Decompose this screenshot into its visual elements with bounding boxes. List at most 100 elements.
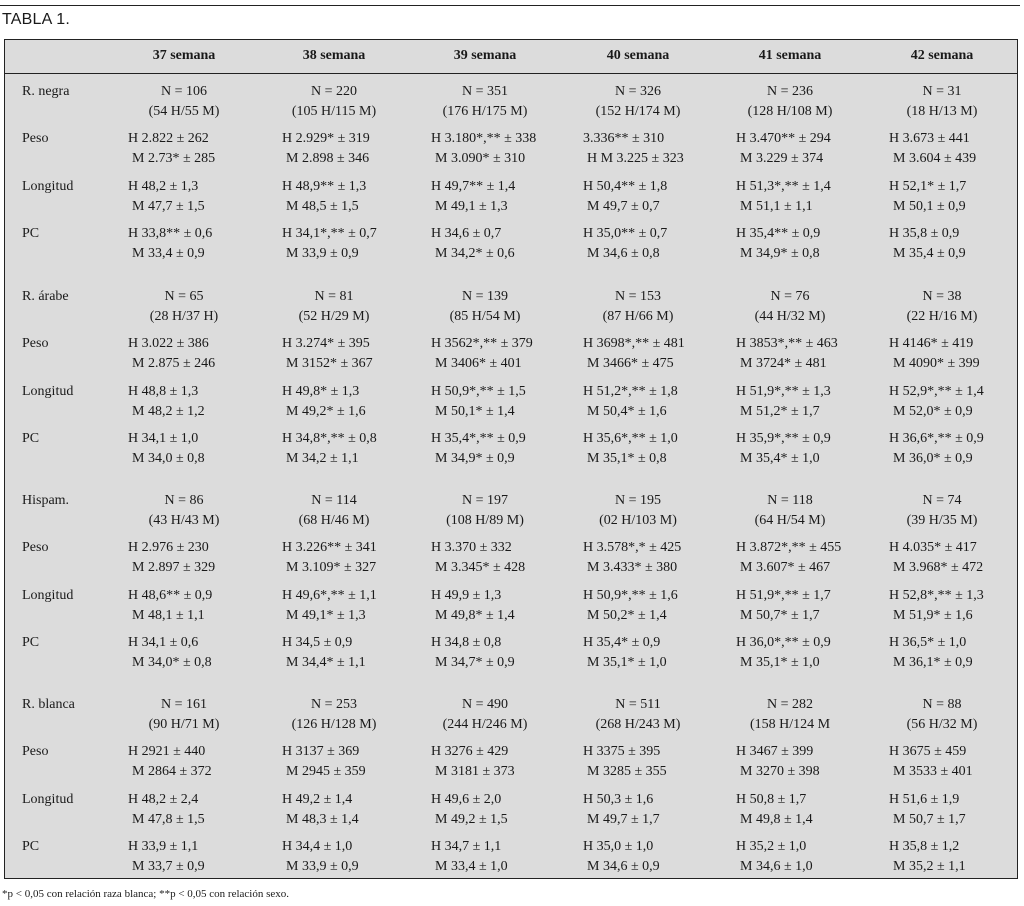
male-value: H 35,8 ± 0,9 [889,226,960,241]
female-value: M 50,1 ± 0,9 [893,199,966,214]
male-value: H 34,1*,** ± 0,7 [282,226,377,241]
female-value: M 34,9* ± 0,9 [435,451,515,466]
female-value: M 34,2 ± 1,1 [286,451,359,466]
male-value: H 52,9*,** ± 1,4 [889,384,984,399]
male-value: H 4.035* ± 417 [889,540,977,555]
male-value: H 3.370 ± 332 [431,540,512,555]
row-label: PC [22,635,40,650]
female-value: M 2.73* ± 285 [132,151,216,166]
row-label: PC [22,226,40,241]
female-value: M 33,4 ± 1,0 [435,859,508,874]
group-sex-split: (02 H/103 M) [599,513,677,528]
male-value: H 3.180*,** ± 338 [431,131,537,146]
group-sex-split: (105 H/115 M) [291,104,377,119]
male-value: H 49,6 ± 2,0 [431,792,502,807]
male-value: H 3276 ± 429 [431,744,509,759]
female-value: M 33,4 ± 0,9 [132,246,205,261]
group-n-count: N = 161 [160,697,207,712]
female-value: M 35,4 ± 0,9 [893,246,966,261]
group-sex-split: (87 H/66 M) [602,309,674,324]
female-value: M 3.607* ± 467 [740,560,831,575]
group-label: R. árabe [22,289,69,304]
group-sex-split: (126 H/128 M) [291,717,377,732]
male-value: H 49,7** ± 1,4 [431,179,516,194]
male-value: H 51,3*,** ± 1,4 [736,179,831,194]
group-n-count: N = 139 [461,289,508,304]
male-value: H 33,8** ± 0,6 [128,226,213,241]
male-value: H 48,2 ± 2,4 [128,792,199,807]
female-value: M 3.968* ± 472 [893,560,984,575]
male-value: H 3675 ± 459 [889,744,967,759]
female-value: M 3181 ± 373 [435,764,515,779]
female-value: M 51,1 ± 1,1 [740,199,813,214]
female-value: M 49,8 ± 1,4 [740,812,813,827]
group-sex-split: (64 H/54 M) [754,513,826,528]
top-rule [0,5,1020,6]
group-n-count: N = 195 [614,493,661,508]
row-label: Peso [22,540,49,555]
group-sex-split: (44 H/32 M) [754,309,826,324]
group-sex-split: (268 H/243 M) [595,717,681,732]
male-value: H 50,8 ± 1,7 [736,792,807,807]
male-value: H 50,9*,** ± 1,6 [583,588,678,603]
female-value: M 34,7* ± 0,9 [435,655,515,670]
female-value: M 51,9* ± 1,6 [893,608,973,623]
female-value: M 35,1* ± 0,8 [587,451,667,466]
female-value: M 3.109* ± 327 [286,560,377,575]
group-n-count: N = 253 [310,697,357,712]
group-n-count: N = 114 [311,493,357,508]
female-value: M 34,0* ± 0,8 [132,655,212,670]
female-value: M 34,0 ± 0,8 [132,451,205,466]
group-n-count: N = 106 [160,84,207,99]
row-label: Longitud [22,588,74,603]
male-value: H 49,6*,** ± 1,1 [282,588,377,603]
group-n-count: N = 326 [614,84,661,99]
column-header: 38 semana [302,48,366,63]
female-value: M 36,1* ± 0,9 [893,655,973,670]
male-value: H 3.226** ± 341 [282,540,377,555]
female-value: M 48,1 ± 1,1 [132,608,205,623]
male-value: H 34,6 ± 0,7 [431,226,502,241]
row-label: Longitud [22,384,74,399]
female-value: M 49,7 ± 0,7 [587,199,660,214]
male-value: H 2.822 ± 262 [128,131,209,146]
female-value: M 49,1* ± 1,3 [286,608,366,623]
female-value: M 2.897 ± 329 [132,560,216,575]
group-sex-split: (108 H/89 M) [446,513,524,528]
female-value: M 3.433* ± 380 [587,560,678,575]
female-value: M 50,1* ± 1,4 [435,404,515,419]
male-value: H 51,2*,** ± 1,8 [583,384,678,399]
male-value: H 52,8*,** ± 1,3 [889,588,984,603]
female-value: M 35,1* ± 1,0 [740,655,820,670]
male-value: H 35,0 ± 1,0 [583,839,654,854]
male-value: H 51,9*,** ± 1,3 [736,384,831,399]
female-value: M 3.090* ± 310 [435,151,526,166]
female-value: M 34,6 ± 1,0 [740,859,813,874]
group-sex-split: (52 H/29 M) [298,309,370,324]
female-value: M 33,9 ± 0,9 [286,246,359,261]
female-value: M 34,9* ± 0,8 [740,246,820,261]
female-value: M 3.604 ± 439 [893,151,977,166]
group-sex-split: (28 H/37 H) [149,309,219,324]
male-value: 3.336** ± 310 [583,131,665,146]
male-value: H 49,8* ± 1,3 [282,384,360,399]
group-sex-split: (68 H/46 M) [298,513,370,528]
male-value: H 48,2 ± 1,3 [128,179,199,194]
group-n-count: N = 282 [766,697,813,712]
male-value: H 50,4** ± 1,8 [583,179,668,194]
male-value: H 2921 ± 440 [128,744,206,759]
male-value: H 34,7 ± 1,1 [431,839,502,854]
group-n-count: N = 220 [310,84,357,99]
group-n-count: N = 351 [461,84,508,99]
group-n-count: N = 88 [922,697,962,712]
female-value: M 33,9 ± 0,9 [286,859,359,874]
male-value: H 3562*,** ± 379 [431,336,533,351]
female-value: M 49,8* ± 1,4 [435,608,515,623]
group-sex-split: (56 H/32 M) [906,717,978,732]
column-header: 42 semana [910,48,974,63]
female-value: M 50,7 ± 1,7 [893,812,966,827]
group-sex-split: (244 H/246 M) [442,717,528,732]
male-value: H 35,4*,** ± 0,9 [431,431,526,446]
male-value: H 50,9*,** ± 1,5 [431,384,526,399]
female-value: M 35,1* ± 1,0 [587,655,667,670]
